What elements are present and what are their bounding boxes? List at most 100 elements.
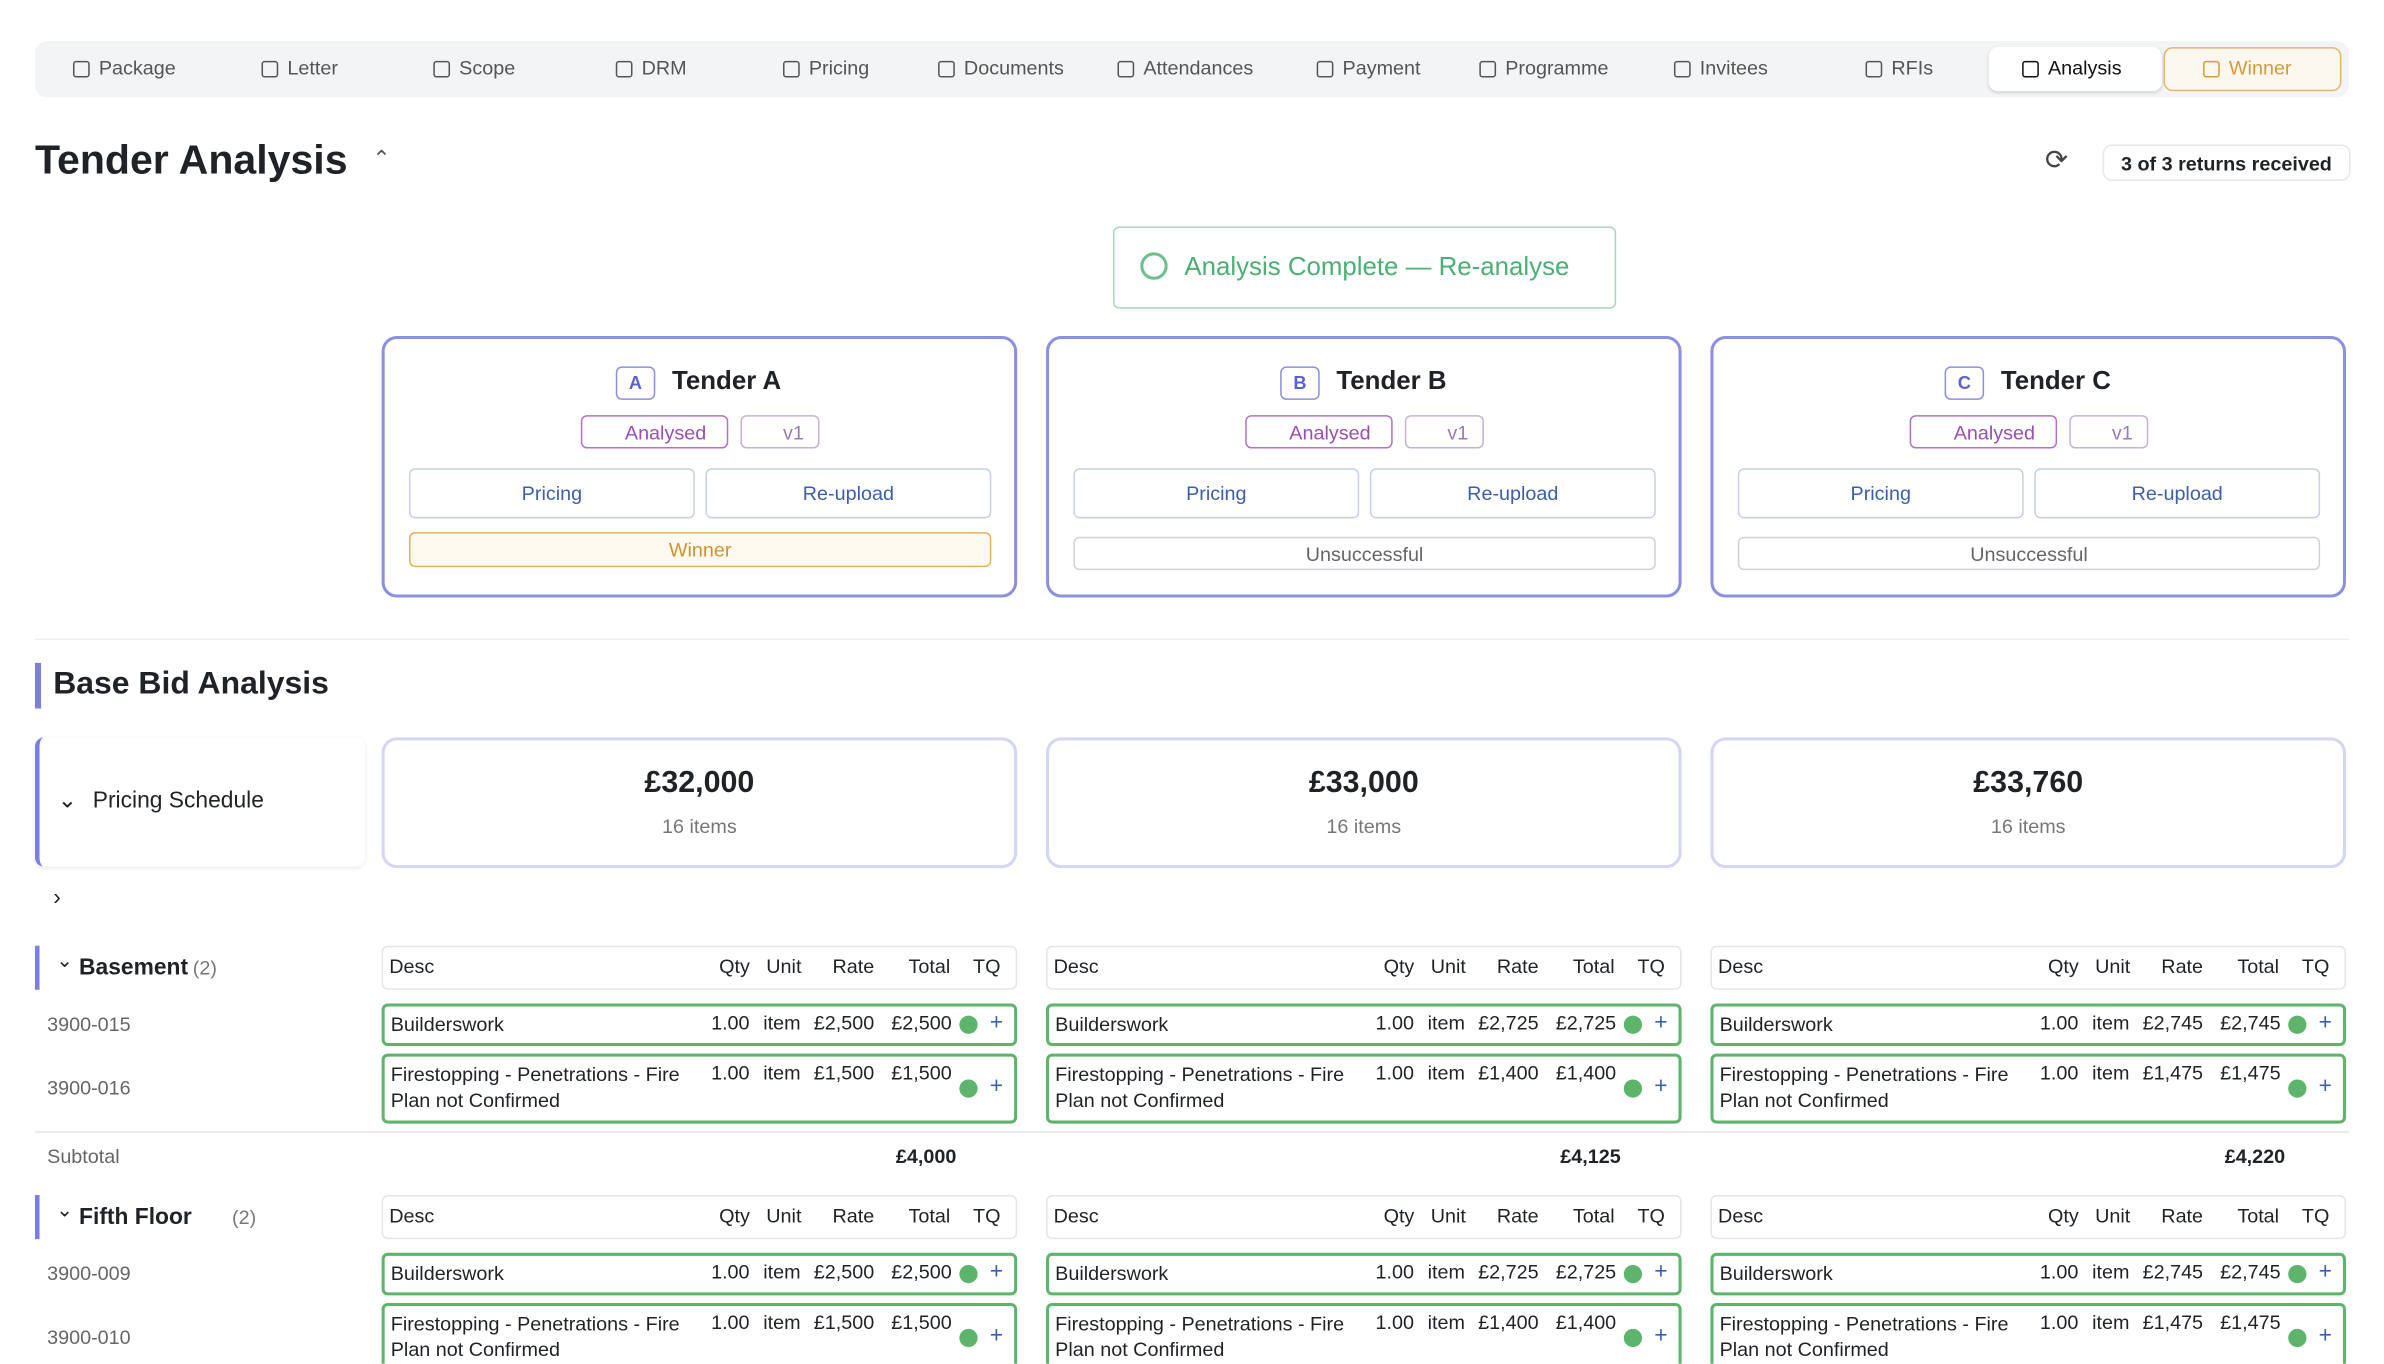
tq-add[interactable]: + [2318, 1258, 2332, 1285]
item-code: 3900-010 [47, 1325, 131, 1349]
nav-tab[interactable]: Scope [433, 56, 515, 79]
table-header [1710, 945, 2346, 990]
nav-tab[interactable]: Analysis [2022, 56, 2122, 79]
item-row [1710, 1302, 2346, 1364]
nav-tab[interactable]: DRM [615, 56, 687, 79]
tq-add[interactable]: + [2318, 1073, 2332, 1100]
nav-tab[interactable]: RFIs [1865, 56, 1933, 79]
column-header: Unit [1430, 1204, 1466, 1227]
nav-tab[interactable]: Programme [1479, 56, 1608, 79]
column-header: Total [908, 1204, 951, 1227]
group-count: (2) [192, 956, 217, 980]
schedule-card[interactable] [34, 737, 365, 867]
column-header: Qty [2047, 954, 2079, 978]
status-pill: Analysed [1909, 415, 2058, 449]
subtotal-line [34, 1131, 2350, 1133]
tender-name: Tender C [2000, 366, 2111, 396]
section-title: Base Bid Analysis [53, 665, 329, 701]
item-count: 16 items [1990, 814, 2066, 838]
tab-label: Scope [459, 56, 516, 80]
page-title: Tender Analysis [34, 136, 348, 183]
refresh-icon[interactable]: ⟳ [2044, 144, 2068, 175]
column-header: Rate [2161, 954, 2204, 978]
reupload-button[interactable]: Re-upload [705, 468, 992, 519]
tq-add[interactable]: + [2318, 1322, 2332, 1349]
item-total: £1,400 [1555, 1061, 1617, 1085]
tab-icon [72, 60, 90, 78]
tq-add[interactable]: + [989, 1322, 1004, 1349]
item-qty: 1.00 [711, 1260, 750, 1284]
item-desc: Builderswork [1055, 1261, 1169, 1285]
tq-dot [959, 1264, 978, 1284]
item-unit: item [763, 1310, 801, 1334]
item-row [381, 1003, 1018, 1047]
item-row [381, 1053, 1018, 1124]
title-toggle[interactable]: ⌃ [372, 145, 391, 171]
item-unit: item [2092, 1011, 2130, 1034]
tq-add[interactable]: + [1654, 1322, 1668, 1349]
nav-tab[interactable]: Winner [2203, 56, 2292, 79]
subtotal-value: £4,000 [895, 1144, 957, 1168]
column-header: Rate [1496, 954, 1539, 978]
pricing-button[interactable]: Pricing [1073, 468, 1360, 519]
item-row [1046, 1252, 1682, 1296]
column-header: Total [908, 954, 951, 978]
schedule-title: Pricing Schedule [92, 787, 264, 814]
item-total: £2,725 [1555, 1260, 1617, 1284]
reanalyse-button[interactable]: Analysis Complete — Re-analyse [1112, 226, 1617, 309]
item-unit: item [1427, 1310, 1466, 1334]
version-pill: v1 [2069, 415, 2149, 449]
item-count: 16 items [662, 814, 737, 838]
tq-add[interactable]: + [989, 1073, 1004, 1100]
reupload-button[interactable]: Re-upload [2034, 468, 2321, 519]
item-code: 3900-016 [47, 1076, 131, 1100]
tq-dot [2288, 1264, 2307, 1284]
status-pill: Analysed [580, 415, 729, 449]
tq-dot [959, 1079, 978, 1098]
column-header: Total [1572, 954, 1615, 978]
column-header: Unit [766, 954, 802, 978]
tq-add[interactable]: + [1654, 1009, 1668, 1036]
group-bar [34, 1195, 40, 1240]
tq-add[interactable]: + [1654, 1073, 1668, 1100]
nav-tab[interactable]: Invitees [1673, 56, 1768, 79]
nav-tab[interactable]: Documents [938, 56, 1064, 79]
tender-card [1710, 336, 2346, 598]
item-unit: item [2092, 1310, 2130, 1334]
column-header: Unit [1430, 954, 1466, 978]
column-header: Rate [832, 954, 875, 978]
expand-chevron[interactable]: › [53, 884, 61, 911]
schedule-chevron: ⌄ [57, 787, 77, 814]
column-header: TQ [2301, 954, 2330, 978]
tq-add[interactable]: + [1654, 1258, 1668, 1285]
tab-icon [1117, 60, 1135, 78]
version-pill: v1 [1404, 415, 1484, 449]
pricing-button[interactable]: Pricing [1737, 468, 2024, 519]
nav-tab[interactable]: Payment [1316, 56, 1421, 79]
nav-tab[interactable]: Attendances [1117, 56, 1253, 79]
tq-add[interactable]: + [989, 1258, 1004, 1285]
group-chevron[interactable]: ⌄ [56, 948, 73, 972]
pricing-button[interactable]: Pricing [408, 468, 695, 519]
nav-tab[interactable]: Letter [261, 56, 338, 79]
item-desc: Builderswork [1719, 1012, 1833, 1036]
tab-icon [1673, 60, 1691, 78]
column-header: TQ [973, 1204, 1001, 1227]
tender-total: £32,000 [644, 766, 755, 800]
nav-tab[interactable]: Pricing [783, 56, 869, 79]
tab-label: Pricing [808, 56, 870, 80]
item-desc: Firestopping - Penetrations - Fire Plan … [1055, 1062, 1345, 1112]
item-desc: Firestopping - Penetrations - Fire Plan … [390, 1312, 680, 1361]
item-desc: Firestopping - Penetrations - Fire Plan … [1719, 1062, 2009, 1112]
tab-icon [1865, 60, 1883, 78]
group-chevron[interactable]: ⌄ [56, 1198, 73, 1221]
tender-name: Tender B [1336, 366, 1447, 396]
tq-dot [2288, 1328, 2307, 1348]
item-qty: 1.00 [711, 1011, 750, 1034]
tq-add[interactable]: + [2318, 1009, 2332, 1036]
nav-tab[interactable]: Package [72, 56, 176, 79]
column-header: Qty [1383, 1204, 1415, 1227]
reupload-button[interactable]: Re-upload [1369, 468, 1656, 519]
nav-bar [34, 41, 2350, 98]
tq-add[interactable]: + [989, 1009, 1004, 1036]
